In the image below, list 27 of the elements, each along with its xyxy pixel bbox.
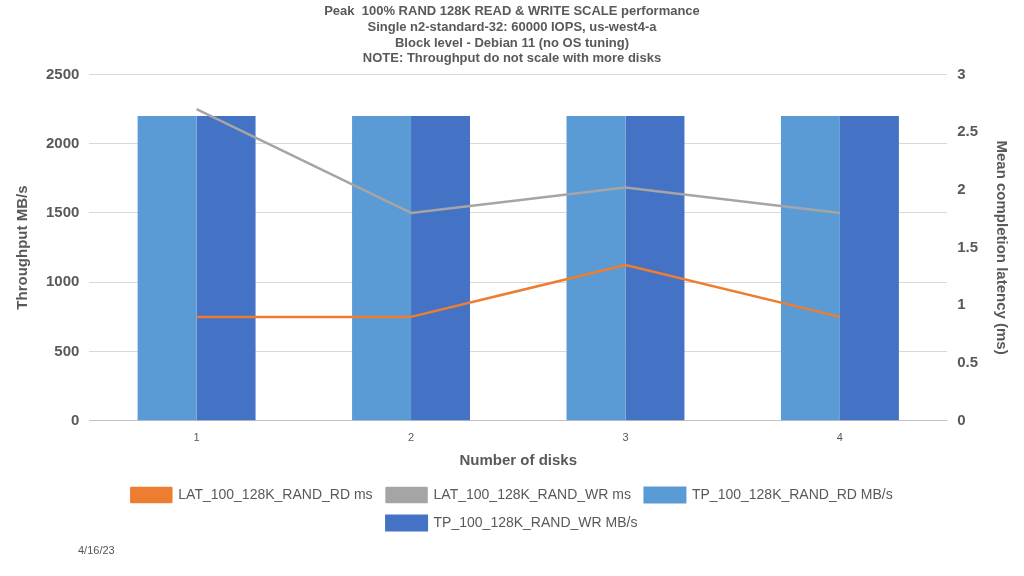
legend-label: LAT_100_128K_RAND_WR ms: [433, 485, 631, 502]
x-axis-title: Number of disks: [459, 451, 578, 469]
y2-tick-label: 1.5: [957, 237, 979, 255]
x-tick-label: 4: [836, 431, 843, 444]
legend-label: TP_100_128K_RAND_RD MB/s: [691, 485, 893, 502]
y2-tick-label: 3: [957, 64, 966, 82]
y-tick-label: 2500: [45, 64, 80, 82]
x-tick-label: 1: [193, 431, 200, 444]
y-tick-label: 0: [71, 410, 80, 428]
chart-subtitle: Single n2-standard-32: 60000 IOPS, us-west4-a Block level - Debian 11 (no OS tuning) NOTE: Throughput do not scale with more disks: [362, 18, 662, 66]
y2-tick-label: 2: [957, 180, 966, 198]
chart-title: Peak 100% RAND 128K READ & WRITE SCALE performance: [324, 3, 700, 19]
y-tick-label: 2000: [45, 133, 80, 151]
x-tick-label: 2: [407, 431, 415, 444]
x-tick-label: 3: [622, 431, 629, 444]
legend-label: TP_100_128K_RAND_WR MB/s: [433, 513, 638, 530]
y-tick-label: 1000: [45, 272, 80, 290]
y2-tick-label: 1: [957, 295, 966, 313]
y2-tick-label: 0: [957, 410, 966, 428]
y-axis-title: Throughput MB/s: [13, 185, 31, 310]
y2-axis-title: Mean completion latency (ms): [993, 140, 1011, 355]
y-tick-label: 500: [54, 341, 80, 359]
legend-label: LAT_100_128K_RAND_RD ms: [178, 485, 373, 502]
y2-tick-label: 0.5: [957, 353, 979, 371]
y-tick-label: 1500: [45, 203, 80, 221]
text: 4/16/23: [78, 544, 115, 556]
y2-tick-label: 2.5: [957, 122, 979, 140]
